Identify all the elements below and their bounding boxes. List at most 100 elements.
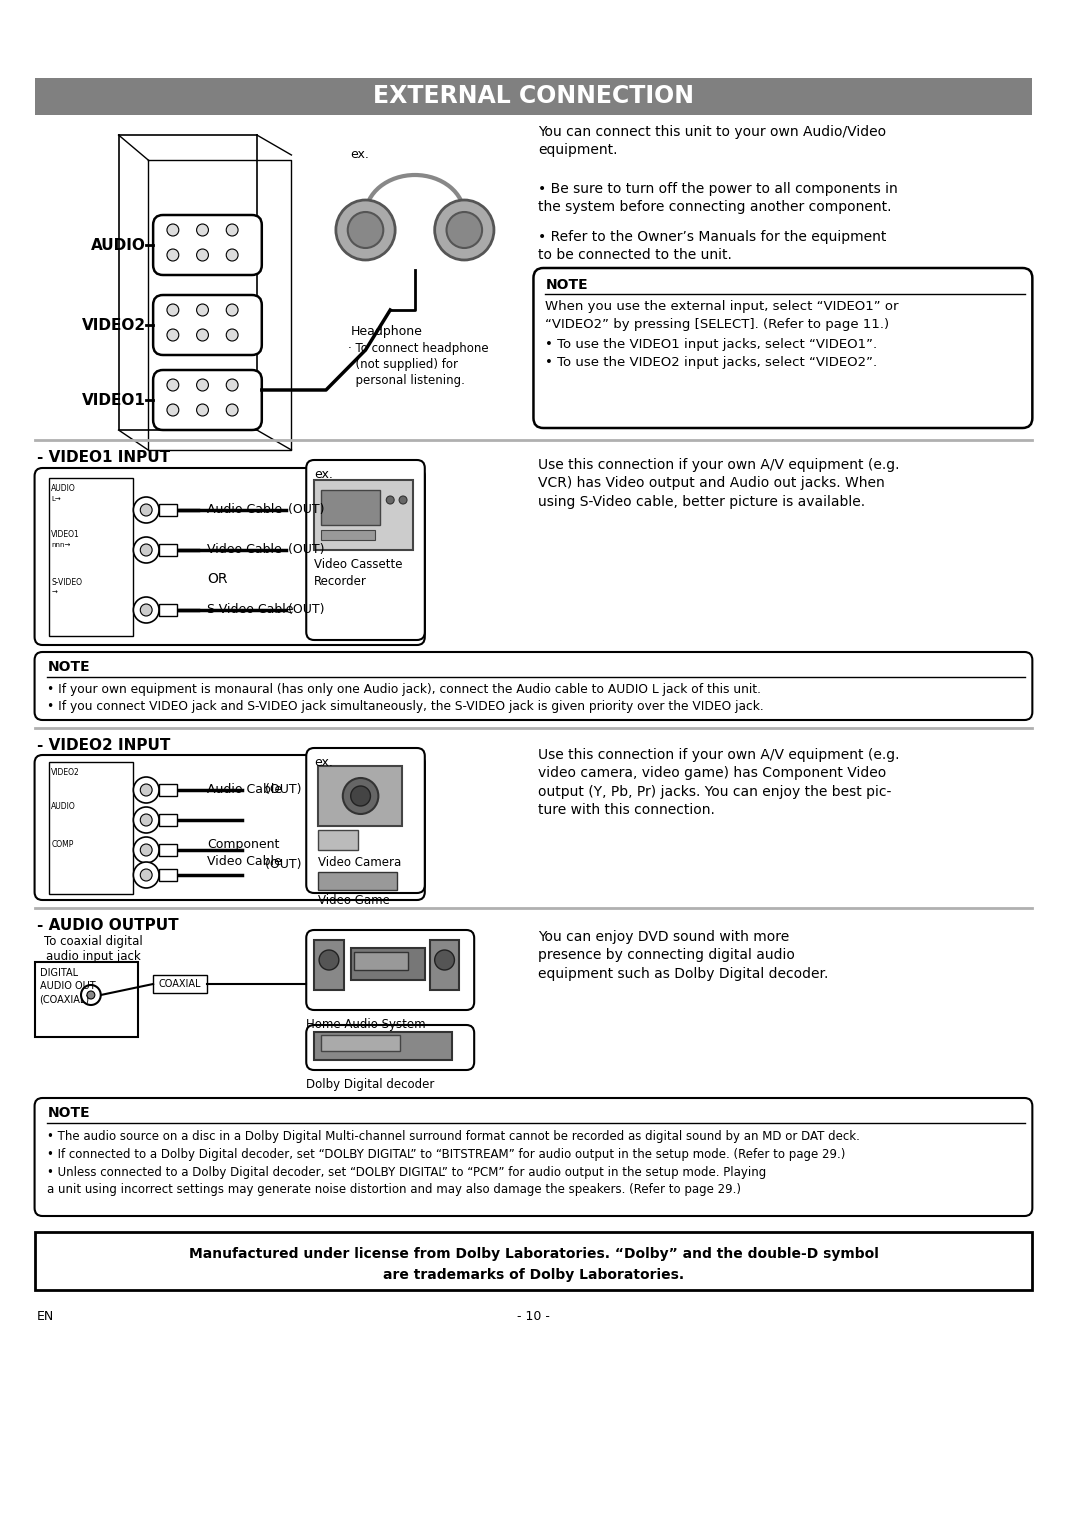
Text: - VIDEO2 INPUT: - VIDEO2 INPUT (37, 738, 170, 753)
Bar (159, 504, 177, 516)
Text: • The audio source on a disc in a Dolby Digital Multi-channel surround format ca: • The audio source on a disc in a Dolby … (48, 1131, 861, 1143)
Bar (319, 766, 402, 827)
Circle shape (140, 869, 152, 882)
Text: • If connected to a Dolby Digital decoder, set “DOLBY DIGITAL” to “BITSTREAM” fo: • If connected to a Dolby Digital decode… (48, 1148, 846, 1161)
Circle shape (336, 200, 395, 260)
Text: • To use the VIDEO2 input jacks, select “VIDEO2”.: • To use the VIDEO2 input jacks, select … (545, 356, 877, 368)
Bar (50, 478, 133, 636)
FancyBboxPatch shape (35, 755, 424, 900)
Bar (159, 869, 177, 882)
Text: Headphone: Headphone (351, 325, 422, 338)
Text: AUDIO: AUDIO (52, 802, 76, 811)
Circle shape (226, 304, 238, 316)
Text: Use this connection if your own A/V equipment (e.g.
VCR) has Video output and Au: Use this connection if your own A/V equi… (539, 458, 900, 509)
Text: VIDEO2: VIDEO2 (52, 769, 80, 778)
Circle shape (342, 778, 378, 814)
Bar (35, 1232, 1032, 1290)
Text: EXTERNAL CONNECTION: EXTERNAL CONNECTION (373, 84, 694, 108)
Bar (351, 947, 424, 979)
Circle shape (140, 504, 152, 516)
Circle shape (133, 597, 159, 623)
Text: To coaxial digital: To coaxial digital (44, 935, 144, 947)
Bar (319, 830, 357, 850)
Bar (321, 490, 380, 526)
Circle shape (434, 950, 455, 970)
Bar (159, 843, 177, 856)
FancyBboxPatch shape (307, 1025, 474, 1070)
FancyBboxPatch shape (153, 295, 261, 354)
Text: ex.: ex. (351, 148, 369, 160)
Bar (353, 952, 408, 970)
Bar (314, 480, 413, 550)
Text: - 10 -: - 10 - (517, 1309, 550, 1323)
Circle shape (226, 403, 238, 416)
Text: NOTE: NOTE (48, 1106, 90, 1120)
Bar (321, 530, 376, 539)
FancyBboxPatch shape (35, 1099, 1032, 1216)
Circle shape (197, 403, 208, 416)
Text: Home Audio System: Home Audio System (307, 1018, 426, 1031)
Text: Audio Cable: Audio Cable (207, 782, 283, 796)
FancyBboxPatch shape (153, 370, 261, 429)
Circle shape (140, 784, 152, 796)
FancyBboxPatch shape (307, 460, 424, 640)
Text: • If your own equipment is monaural (has only one Audio jack), connect the Audio: • If your own equipment is monaural (has… (48, 683, 761, 695)
Circle shape (140, 604, 152, 616)
Circle shape (434, 200, 494, 260)
Circle shape (319, 950, 339, 970)
Bar (159, 814, 177, 827)
Text: Use this connection if your own A/V equipment (e.g.
video camera, video game) ha: Use this connection if your own A/V equi… (539, 749, 900, 817)
Circle shape (226, 379, 238, 391)
Text: • Refer to the Owner’s Manuals for the equipment
to be connected to the unit.: • Refer to the Owner’s Manuals for the e… (539, 231, 887, 263)
FancyBboxPatch shape (307, 931, 474, 1010)
FancyBboxPatch shape (534, 267, 1032, 428)
Text: You can connect this unit to your own Audio/Video
equipment.: You can connect this unit to your own Au… (539, 125, 887, 157)
Text: • If you connect VIDEO jack and S-VIDEO jack simultaneously, the S-VIDEO jack is: • If you connect VIDEO jack and S-VIDEO … (48, 700, 765, 714)
Text: “VIDEO2” by pressing [SELECT]. (Refer to page 11.): “VIDEO2” by pressing [SELECT]. (Refer to… (545, 318, 890, 332)
Bar (314, 1031, 453, 1060)
Text: are trademarks of Dolby Laboratories.: are trademarks of Dolby Laboratories. (383, 1268, 684, 1282)
Text: AUDIO: AUDIO (52, 484, 76, 494)
Text: ex.: ex. (314, 756, 333, 769)
Circle shape (86, 992, 95, 999)
Circle shape (81, 986, 100, 1005)
Circle shape (197, 329, 208, 341)
Text: Manufactured under license from Dolby Laboratories. “Dolby” and the double-D sym: Manufactured under license from Dolby La… (189, 1247, 878, 1261)
Circle shape (351, 785, 370, 805)
Bar (314, 940, 343, 990)
Bar (159, 544, 177, 556)
Bar (321, 1034, 400, 1051)
Text: (OUT): (OUT) (280, 542, 324, 556)
Circle shape (133, 807, 159, 833)
Text: audio input jack: audio input jack (46, 950, 141, 963)
Circle shape (133, 497, 159, 523)
Text: Video Cable: Video Cable (207, 542, 282, 556)
Text: L→: L→ (52, 497, 62, 503)
Text: VIDEO2: VIDEO2 (82, 318, 146, 333)
FancyBboxPatch shape (35, 652, 1032, 720)
Text: ex.: ex. (314, 468, 333, 481)
Circle shape (167, 304, 179, 316)
Circle shape (226, 249, 238, 261)
Text: (OUT): (OUT) (280, 503, 324, 516)
Circle shape (133, 862, 159, 888)
FancyBboxPatch shape (307, 749, 424, 892)
Text: VIDEO1: VIDEO1 (52, 530, 80, 539)
Circle shape (167, 225, 179, 235)
Text: Component
Video Cable: Component Video Cable (207, 837, 282, 868)
Circle shape (197, 379, 208, 391)
Text: DIGITAL
AUDIO OUT
(COAXIAL): DIGITAL AUDIO OUT (COAXIAL) (40, 969, 95, 1004)
Text: NOTE: NOTE (48, 660, 90, 674)
Circle shape (167, 403, 179, 416)
Text: EN: EN (37, 1309, 54, 1323)
Text: →: → (52, 590, 57, 596)
Text: nnn→: nnn→ (52, 542, 71, 549)
Bar (153, 975, 207, 993)
Text: COMP: COMP (52, 840, 73, 850)
Circle shape (167, 329, 179, 341)
Text: When you use the external input, select “VIDEO1” or: When you use the external input, select … (545, 299, 899, 313)
FancyBboxPatch shape (35, 468, 424, 645)
Circle shape (197, 304, 208, 316)
Text: OR: OR (207, 571, 228, 587)
Bar (50, 762, 133, 894)
